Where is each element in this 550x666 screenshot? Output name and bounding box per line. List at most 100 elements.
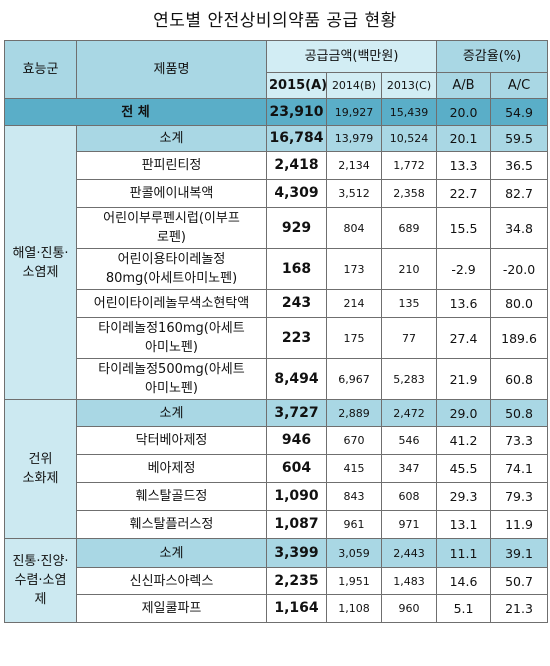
product-name: 타이레놀정160mg(아세트 아미노펜) xyxy=(76,317,267,359)
header-ac: A/C xyxy=(490,72,549,99)
value-2013: 5,283 xyxy=(380,358,438,400)
value-2015: 243 xyxy=(266,289,327,318)
change-ac: 80.0 xyxy=(490,289,549,318)
value-2013: 347 xyxy=(380,454,438,483)
value-2015: 2,235 xyxy=(266,567,327,595)
page-title: 연도별 안전상비의약품 공급 현황 xyxy=(153,11,397,31)
header-product: 제품명 xyxy=(76,40,267,99)
product-name: 어린이용타이레놀정 80mg(아세트아미노펜) xyxy=(76,248,267,290)
subtotal-2014: 13,979 xyxy=(326,125,382,152)
change-ac: 21.3 xyxy=(490,594,549,623)
subtotal-ab: 11.1 xyxy=(436,538,492,568)
value-2013: 960 xyxy=(380,594,438,623)
change-ac: 82.7 xyxy=(490,179,549,208)
change-ab: 13.1 xyxy=(436,510,492,539)
total-ac: 54.9 xyxy=(490,98,549,126)
change-ab: 5.1 xyxy=(436,594,492,623)
supply-table: 효능군 제품명 공급금액(백만원) 증감율(%) 2015(A) 2014(B)… xyxy=(4,40,549,623)
table-row: 훼스탈플러스정 1,087 961 971 13.1 11.9 xyxy=(5,510,549,539)
subtotal-label: 소계 xyxy=(76,125,267,152)
change-ac: 60.8 xyxy=(490,358,549,400)
subtotal-ac: 39.1 xyxy=(490,538,549,568)
subtotal-row: 건위 소화제 소계 3,727 2,889 2,472 29.0 50.8 xyxy=(4,399,549,539)
header-change: 증감율(%) xyxy=(436,40,549,73)
value-2013: 546 xyxy=(380,426,438,455)
change-ab: 21.9 xyxy=(436,358,492,400)
total-2015: 23,910 xyxy=(266,98,327,126)
total-label: 전 체 xyxy=(4,98,267,126)
change-ac: 79.3 xyxy=(490,482,549,511)
change-ac: -20.0 xyxy=(490,248,549,290)
table-row: 타이레놀정500mg(아세트 아미노펜) 8,494 6,967 5,283 21.9 6… xyxy=(5,358,549,400)
table-row: 닥터베아제정 946 670 546 41.2 73.3 xyxy=(5,426,549,455)
value-2014: 961 xyxy=(326,510,382,539)
value-2014: 214 xyxy=(326,289,382,318)
product-name: 베아제정 xyxy=(76,454,267,483)
subtotal-ab: 29.0 xyxy=(436,399,492,427)
value-2015: 168 xyxy=(266,248,327,290)
subtotal-2015: 3,727 xyxy=(266,399,327,427)
product-name: 어린이타이레놀무색소현탁액 xyxy=(76,289,267,318)
change-ab: 13.6 xyxy=(436,289,492,318)
header-efficacy: 효능군 xyxy=(4,40,77,99)
subtotal-2013: 2,472 xyxy=(380,399,438,427)
table-row: 제일쿨파프 1,164 1,108 960 5.1 21.3 xyxy=(5,594,549,623)
value-2014: 415 xyxy=(326,454,382,483)
value-2015: 1,090 xyxy=(266,482,327,511)
value-2014: 804 xyxy=(326,207,382,249)
value-2015: 8,494 xyxy=(266,358,327,400)
value-2013: 210 xyxy=(380,248,438,290)
change-ac: 73.3 xyxy=(490,426,549,455)
change-ab: 45.5 xyxy=(436,454,492,483)
change-ab: 14.6 xyxy=(436,567,492,595)
subtotal-label: 소계 xyxy=(76,538,267,568)
change-ab: -2.9 xyxy=(436,248,492,290)
change-ab: 27.4 xyxy=(436,317,492,359)
subtotal-ab: 20.1 xyxy=(436,125,492,152)
value-2014: 6,967 xyxy=(326,358,382,400)
value-2014: 1,108 xyxy=(326,594,382,623)
value-2013: 2,358 xyxy=(380,179,438,208)
subtotal-2015: 16,784 xyxy=(266,125,327,152)
subtotal-2014: 3,059 xyxy=(326,538,382,568)
value-2013: 135 xyxy=(380,289,438,318)
category-cell: 해열·진통· 소염제 xyxy=(4,125,77,400)
value-2014: 843 xyxy=(326,482,382,511)
product-name: 판피린티정 xyxy=(76,151,267,180)
change-ac: 36.5 xyxy=(490,151,549,180)
header-2014: 2014(B) xyxy=(326,72,382,99)
value-2014: 173 xyxy=(326,248,382,290)
subtotal-2013: 10,524 xyxy=(380,125,438,152)
table-row: 판피린티정 2,418 2,134 1,772 13.3 36.5 xyxy=(5,151,549,180)
total-ab: 20.0 xyxy=(436,98,492,126)
value-2014: 1,951 xyxy=(326,567,382,595)
table-row: 어린이타이레놀무색소현탁액 243 214 135 13.6 80.0 xyxy=(5,289,549,318)
product-name: 훼스탈골드정 xyxy=(76,482,267,511)
table-row: 신신파스아렉스 2,235 1,951 1,483 14.6 50.7 xyxy=(5,567,549,595)
product-name: 훼스탈플러스정 xyxy=(76,510,267,539)
value-2014: 3,512 xyxy=(326,179,382,208)
value-2013: 1,772 xyxy=(380,151,438,180)
value-2015: 1,164 xyxy=(266,594,327,623)
value-2014: 670 xyxy=(326,426,382,455)
value-2013: 608 xyxy=(380,482,438,511)
change-ac: 34.8 xyxy=(490,207,549,249)
product-name: 신신파스아렉스 xyxy=(76,567,267,595)
product-name: 제일쿨파프 xyxy=(76,594,267,623)
change-ac: 50.7 xyxy=(490,567,549,595)
change-ac: 74.1 xyxy=(490,454,549,483)
header-2013: 2013(C) xyxy=(380,72,438,99)
change-ac: 189.6 xyxy=(490,317,549,359)
value-2015: 929 xyxy=(266,207,327,249)
category-cell: 건위 소화제 xyxy=(4,399,77,539)
subtotal-2015: 3,399 xyxy=(266,538,327,568)
value-2015: 2,418 xyxy=(266,151,327,180)
category-cell: 진통·진양· 수렴·소염 제 xyxy=(4,538,77,623)
product-name: 판콜에이내복액 xyxy=(76,179,267,208)
table-row: 어린이부루펜시럽(이부프 로펜) 929 804 689 15.5 34.8 xyxy=(5,207,549,249)
subtotal-2014: 2,889 xyxy=(326,399,382,427)
table-row: 베아제정 604 415 347 45.5 74.1 xyxy=(5,454,549,483)
subtotal-2013: 2,443 xyxy=(380,538,438,568)
value-2013: 77 xyxy=(380,317,438,359)
product-name: 어린이부루펜시럽(이부프 로펜) xyxy=(76,207,267,249)
